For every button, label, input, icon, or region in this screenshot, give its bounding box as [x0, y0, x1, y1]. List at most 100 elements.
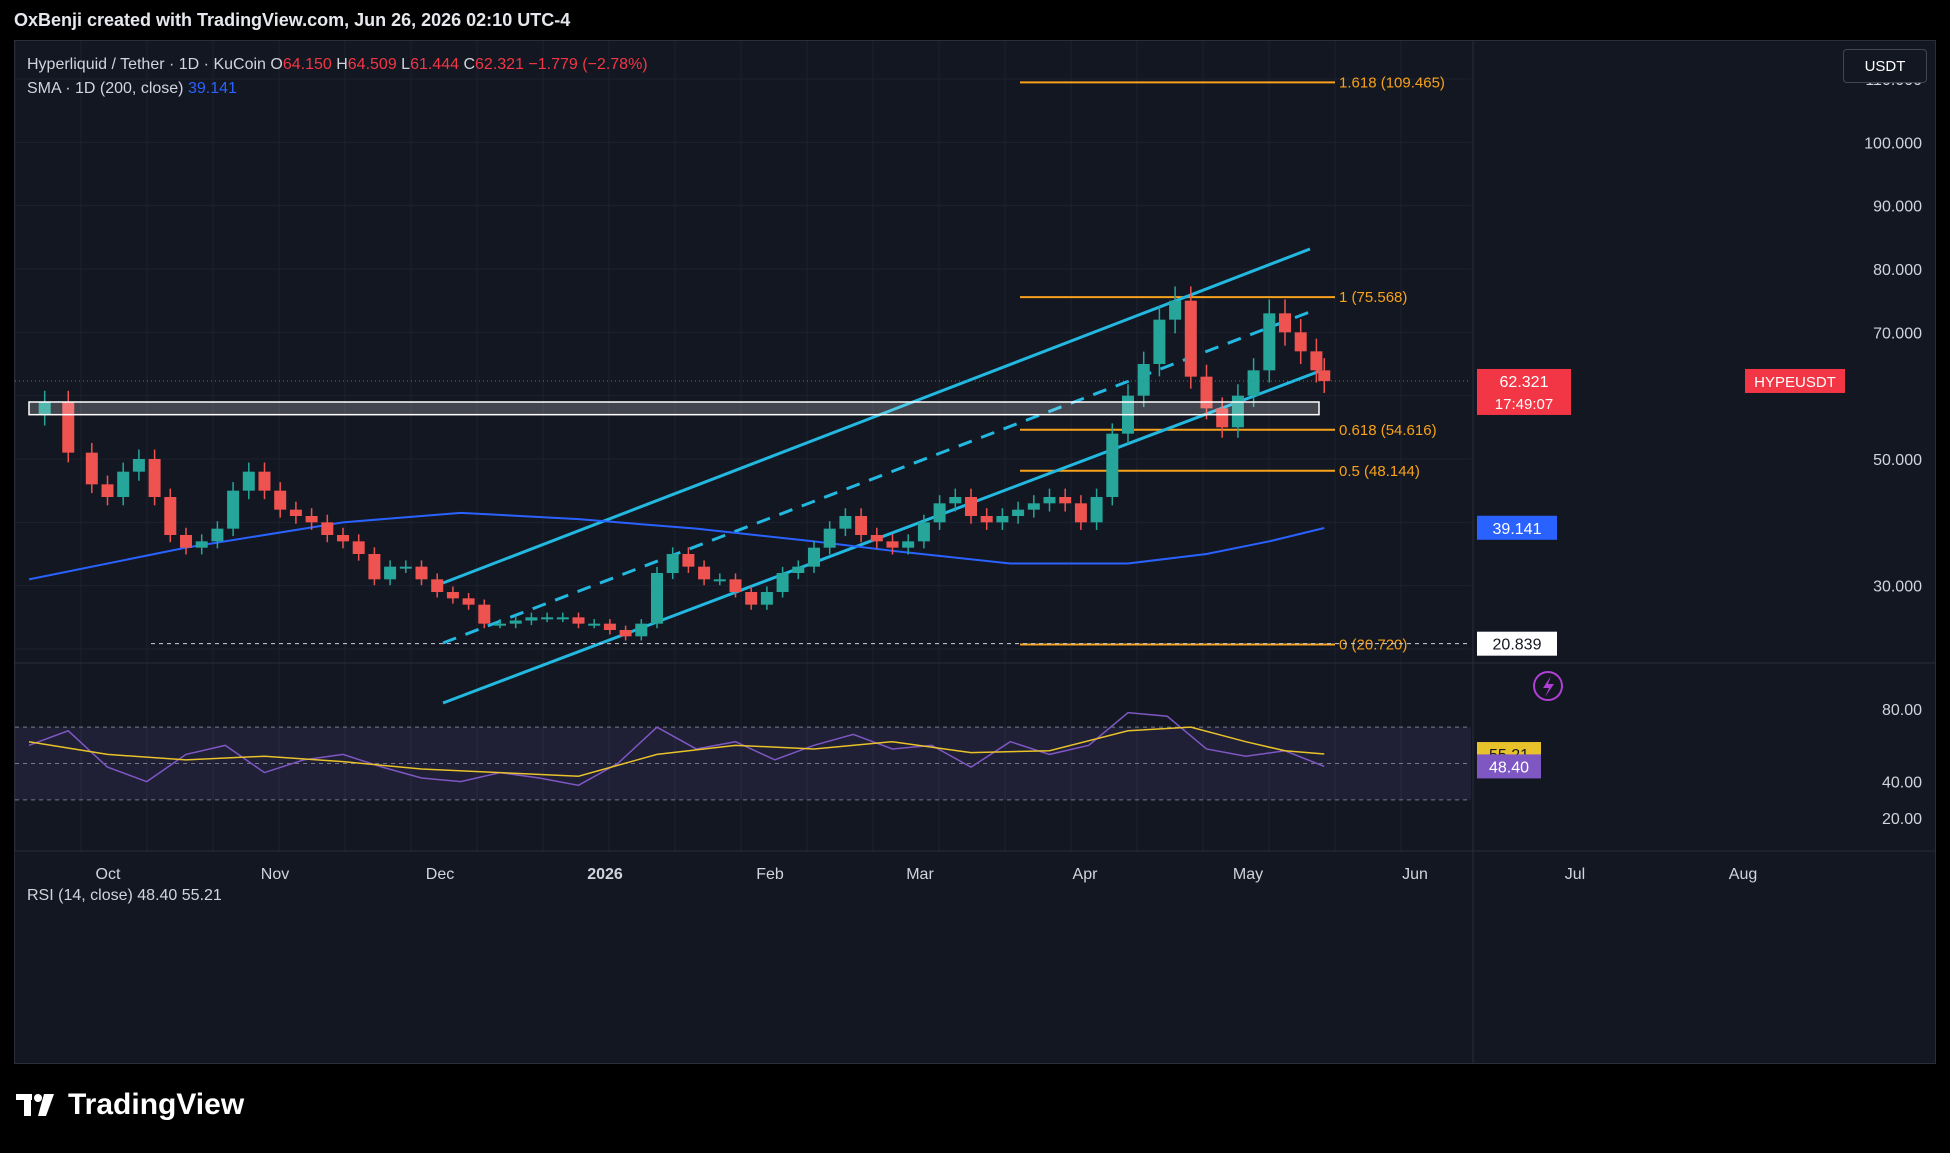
candle[interactable] [1294, 332, 1307, 352]
candle[interactable] [509, 620, 522, 624]
candle[interactable] [713, 579, 726, 582]
candle[interactable] [808, 547, 820, 567]
candle[interactable] [148, 459, 161, 497]
candle[interactable] [101, 484, 114, 497]
candle[interactable] [1090, 497, 1103, 523]
candle[interactable] [996, 516, 1009, 523]
candle[interactable] [289, 509, 302, 516]
candle[interactable] [164, 497, 177, 535]
candle[interactable] [666, 554, 679, 573]
candle[interactable] [462, 598, 475, 605]
candle[interactable] [870, 535, 883, 542]
tradingview-logo-icon [16, 1092, 58, 1118]
candle[interactable] [211, 528, 224, 542]
candle[interactable] [572, 617, 585, 624]
candle[interactable] [1169, 300, 1182, 320]
candle[interactable] [1153, 319, 1166, 364]
candle[interactable] [1012, 509, 1025, 516]
last-price-tag[interactable] [1477, 368, 1571, 415]
candle[interactable] [1027, 503, 1040, 510]
candle[interactable] [823, 528, 836, 548]
candle[interactable] [1106, 433, 1119, 497]
candle[interactable] [258, 471, 271, 491]
symbol-tag[interactable] [1745, 368, 1845, 393]
rsi-ma-line[interactable] [28, 726, 1325, 777]
candle[interactable] [38, 402, 51, 415]
channel-line[interactable] [442, 247, 1311, 585]
candle[interactable] [949, 497, 962, 504]
candle[interactable] [274, 490, 287, 510]
candle[interactable] [1279, 313, 1291, 333]
candle[interactable] [478, 604, 491, 624]
candle[interactable] [242, 471, 255, 491]
fib-level-label: 1 (75.568) [1339, 289, 1407, 306]
candle[interactable] [855, 516, 868, 535]
rsi-line[interactable] [28, 711, 1325, 787]
candle[interactable] [635, 623, 648, 637]
candle[interactable] [698, 566, 711, 580]
channel-midline[interactable] [442, 308, 1316, 645]
candle[interactable] [415, 566, 428, 580]
candle[interactable] [588, 623, 601, 626]
sma-legend[interactable]: SMA · 1D (200, close) 39.141 [27, 77, 648, 101]
candle[interactable] [1310, 351, 1323, 371]
candle[interactable] [1231, 395, 1244, 428]
candle[interactable] [368, 554, 381, 580]
alert-bolt-icon[interactable] [1533, 671, 1563, 701]
candle[interactable] [886, 541, 899, 548]
candle[interactable] [180, 535, 192, 548]
price-axis-tick: 90.000 [1873, 199, 1922, 216]
candle[interactable] [651, 573, 663, 624]
candle[interactable] [384, 566, 397, 580]
candle[interactable] [337, 535, 349, 542]
candle[interactable] [1059, 497, 1072, 504]
candle[interactable] [446, 592, 459, 599]
candle[interactable] [541, 617, 554, 620]
candle[interactable] [494, 623, 506, 626]
rsi-legend[interactable]: RSI (14, close) 48.40 55.21 [27, 887, 222, 905]
candle[interactable] [321, 522, 334, 535]
candle[interactable] [729, 579, 742, 592]
candle[interactable] [352, 541, 365, 554]
candle[interactable] [776, 573, 789, 592]
candle[interactable] [619, 630, 632, 637]
candle[interactable] [965, 497, 977, 516]
candle[interactable] [745, 592, 758, 605]
currency-button[interactable]: USDT [1843, 49, 1927, 83]
chart-frame[interactable]: 1.618 (109.465) 1 (75.568) 0.618 (54.616) 0… [14, 40, 1936, 1064]
price-axis-tick: 100.000 [1864, 135, 1922, 152]
candle[interactable] [132, 459, 145, 472]
candle[interactable] [839, 516, 852, 529]
candle[interactable] [1137, 364, 1150, 396]
candle[interactable] [85, 452, 98, 485]
candle[interactable] [603, 623, 616, 630]
candle[interactable] [117, 471, 130, 497]
candle[interactable] [1216, 408, 1229, 428]
candle[interactable] [1247, 370, 1260, 396]
sma-value: 39.141 [187, 80, 237, 97]
candle[interactable] [917, 522, 930, 542]
candle[interactable] [1263, 313, 1276, 371]
candle[interactable] [195, 541, 208, 548]
candle[interactable] [1200, 376, 1213, 409]
candle[interactable] [1043, 497, 1056, 504]
price-chart[interactable]: 1.618 (109.465) 1 (75.568) 0.618 (54.616) 0… [15, 41, 1936, 1064]
candle[interactable] [556, 617, 569, 620]
candle[interactable] [431, 579, 444, 592]
candle[interactable] [902, 541, 915, 548]
candle[interactable] [760, 592, 773, 605]
candle[interactable] [227, 490, 240, 529]
candle[interactable] [305, 516, 318, 523]
candle[interactable] [399, 566, 412, 569]
candle[interactable] [1184, 300, 1197, 377]
sma-price-tag[interactable] [1477, 515, 1557, 540]
candle[interactable] [933, 503, 946, 523]
support-zone[interactable] [28, 401, 1320, 416]
candle[interactable] [682, 554, 695, 567]
candle[interactable] [792, 566, 805, 573]
candle[interactable] [1074, 503, 1087, 523]
candle[interactable] [1318, 370, 1331, 382]
symbol-label[interactable]: Hyperliquid / Tether · 1D · KuCoin [27, 56, 266, 73]
candle[interactable] [525, 617, 538, 621]
candle[interactable] [980, 516, 993, 523]
